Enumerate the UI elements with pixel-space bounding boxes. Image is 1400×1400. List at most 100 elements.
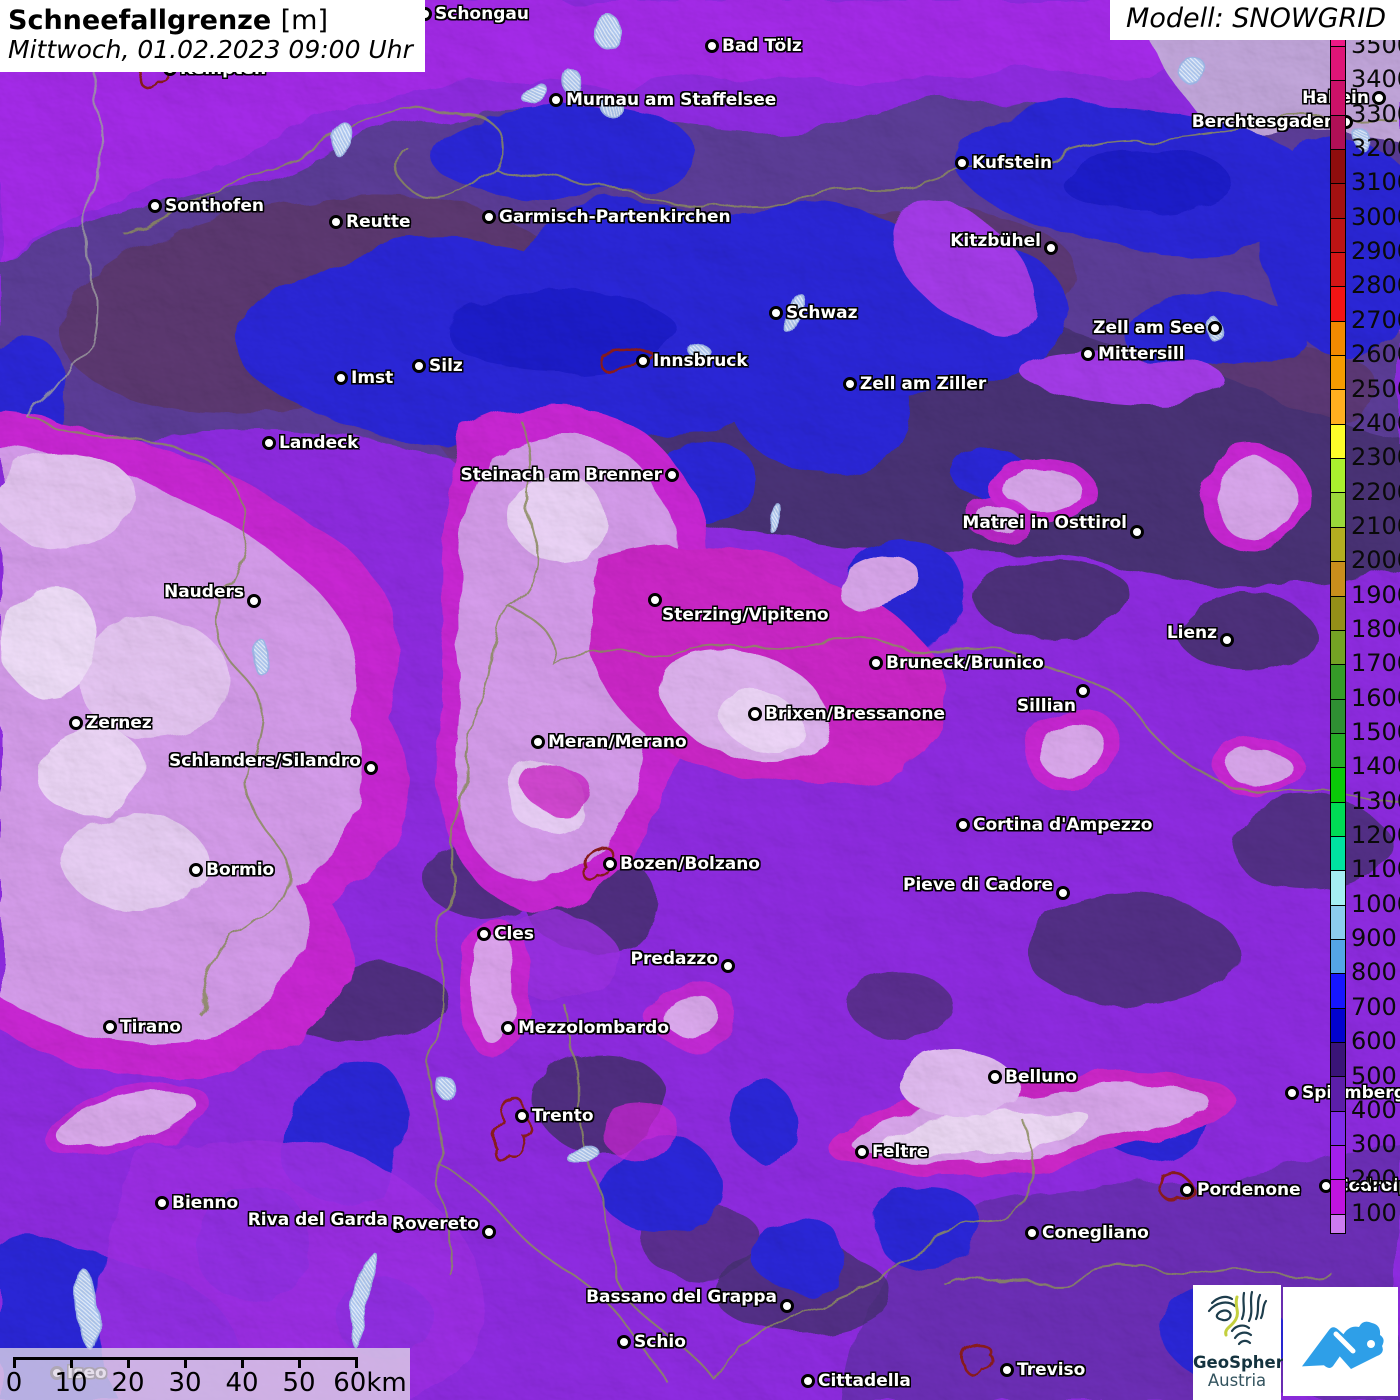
scale-tick [297,1357,301,1368]
city-dot [412,359,426,373]
title-datetime: Mittwoch, 01.02.2023 09:00 Uhr [8,34,413,64]
colorbar-tick-label: 400 [1351,1095,1397,1124]
city-label: Berchtesgaden [1191,112,1336,132]
colorbar-segment [1331,904,1345,939]
city-dot [665,468,679,482]
city-label: Kufstein [972,153,1053,173]
city-label: Steinach am Brenner [460,465,663,485]
city-dot [391,1219,405,1233]
city-dot [869,656,883,670]
city-label: Codroipo [1336,1176,1400,1196]
city-label: Bienno [172,1193,239,1213]
colorbar-segment [1331,595,1345,630]
colorbar-segment [1331,149,1345,184]
partner-logo-box [1283,1287,1398,1396]
city-label: Tirano [120,1017,182,1037]
city-label: Bassano del Grappa [586,1287,777,1307]
city-label: Spilimbergo [1302,1083,1400,1103]
colorbar-segment [1331,1007,1345,1042]
colorbar: 3500340033003200310030002900280027002600… [1330,31,1400,1234]
city-dot [189,863,203,877]
city-dot [636,354,650,368]
mountain-logo-icon [1301,1321,1384,1369]
city-dot [1000,1363,1014,1377]
page-title: Schneefallgrenze [m] [8,6,413,36]
city-dot [603,857,617,871]
city-label: Kitzbühel [950,231,1041,251]
colorbar-tick-label: 2600 [1351,340,1400,369]
colorbar-tick-label: 1900 [1351,580,1400,609]
colorbar-segment [1331,355,1345,390]
colorbar-segment [1331,870,1345,905]
city-dot [69,716,83,730]
city-label: Sterzing/Vipiteno [662,605,829,625]
colorbar-tick-label: 500 [1351,1061,1397,1090]
colorbar-tick-label: 600 [1351,1027,1397,1056]
title-heading: Schneefallgrenze [8,5,272,36]
city-dot [1208,321,1222,335]
title-unit: [m] [280,5,328,36]
colorbar-tick-label: 3200 [1351,134,1400,163]
city-label: Meran/Merano [548,732,687,752]
city-label: Schongau [435,4,529,24]
city-dot [843,377,857,391]
geosphere-logo-country: Austria [1207,1371,1267,1391]
city-label: Schlanders/Silandro [169,751,361,771]
city-label: Schio [634,1332,686,1352]
city-label: Reutte [346,212,411,232]
colorbar-tick-label: 1200 [1351,821,1400,850]
city-dot [1056,886,1070,900]
colorbar-segment [1331,320,1345,356]
colorbar-tick-label: 1800 [1351,614,1400,643]
scale-label: 40 [225,1368,259,1398]
scale-tick [12,1357,16,1368]
city-label: Bruneck/Brunico [886,653,1044,673]
city-label: Silz [429,356,463,376]
colorbar-tick-label: 800 [1351,958,1397,987]
city-dot [515,1109,529,1123]
city-label: Mittersill [1098,344,1185,364]
city-label: Zell am See [1093,318,1205,338]
city-label: Sonthofen [165,196,264,216]
scale-tick [240,1357,244,1368]
title-box: Schneefallgrenze [m] Mittwoch, 01.02.202… [0,0,425,73]
colorbar-segment [1331,1213,1345,1233]
city-label: Rovereto [391,1214,479,1234]
scale-bar: 0 10 20 30 40 50 60km [0,1348,410,1400]
city-label: Imst [351,368,394,388]
colorbar-segment [1331,973,1345,1008]
colorbar-tick-label: 900 [1351,924,1397,953]
city-label: Murnau am Staffelsee [566,90,777,110]
city-dot [780,1299,794,1313]
city-dot [482,210,496,224]
city-dot [334,371,348,385]
city-dot [956,818,970,832]
colorbar-tick-label: 2800 [1351,271,1400,300]
scale-label: 50 [282,1368,316,1398]
colorbar-segment [1331,46,1345,81]
colorbar-tick-label: 2700 [1351,305,1400,334]
colorbar-tick-label: 2400 [1351,408,1400,437]
city-label: Brixen/Bressanone [765,704,945,724]
colorbar-bar [1330,33,1346,1234]
colorbar-segment [1331,458,1345,493]
colorbar-tick-label: 1400 [1351,752,1400,781]
city-dot [247,594,261,608]
colorbar-segment [1331,801,1345,836]
city-label: Zell am Ziller [860,374,987,394]
colorbar-segment [1331,835,1345,871]
colorbar-tick-label: 2100 [1351,511,1400,540]
city-label: Mezzolombardo [518,1018,670,1038]
city-dot [1025,1226,1039,1240]
scale-label: 60km [333,1368,407,1398]
colorbar-tick-label: 2200 [1351,477,1400,506]
city-dot [103,1020,117,1034]
colorbar-tick-label: 200 [1351,1164,1397,1193]
colorbar-tick-label: 3300 [1351,99,1400,128]
colorbar-tick-label: 2000 [1351,546,1400,575]
